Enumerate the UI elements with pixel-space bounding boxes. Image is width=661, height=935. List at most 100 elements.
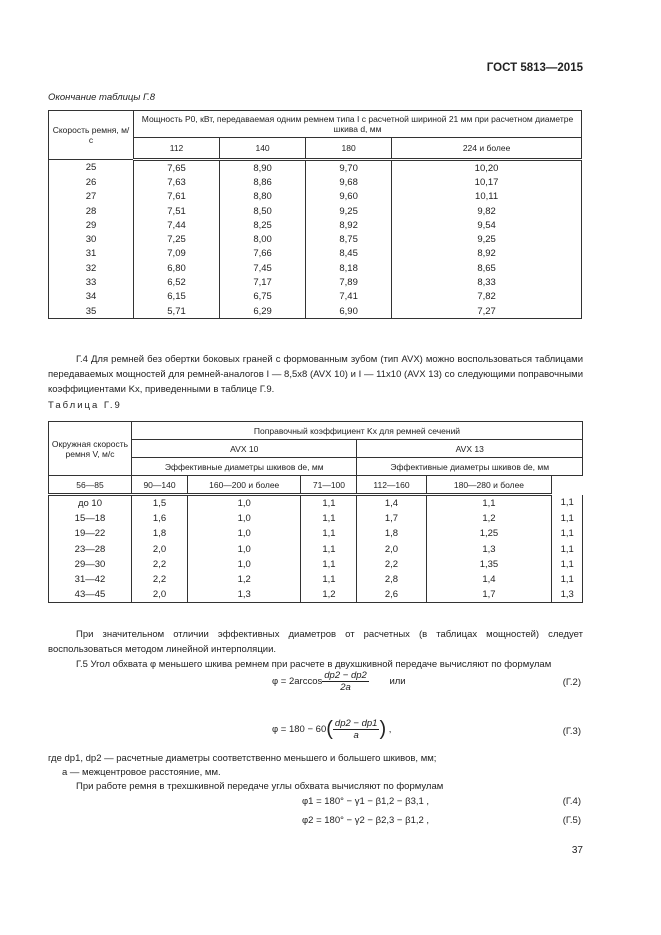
- eq-fraction: dp2 − dp2 2a: [322, 670, 369, 693]
- table-row: 26 7,63 8,86 9,68 10,17: [48, 175, 582, 190]
- table-cell: 7,51: [132, 203, 221, 219]
- table-cell: 7,65: [132, 159, 221, 176]
- table-cell: 5,71: [132, 303, 221, 320]
- table-cell: 9,25: [305, 203, 393, 219]
- eq-lhs: φ = 2arccos: [272, 676, 323, 688]
- equation-g5: φ2 = 180° − γ2 − β2,3 − β1,2 ,: [302, 815, 430, 826]
- col-header: 160—200 и более: [187, 475, 302, 496]
- col-header: 112—160: [356, 475, 427, 496]
- table-cell: 8,33: [391, 275, 582, 290]
- table-cell: 31: [48, 246, 134, 262]
- col-header-speed: Окружная скорость ремня V, м/с: [48, 421, 132, 476]
- table-row: 29—30 2,2 1,0 1,1 2,2 1,35 1,1: [48, 556, 583, 572]
- paragraph-g5: Г.5 Угол обхвата φ меньшего шкива ремнем…: [76, 659, 552, 670]
- table-cell: 1,8: [130, 526, 189, 542]
- eq-denominator: a: [353, 730, 359, 741]
- eq-or: или: [389, 676, 406, 688]
- table-row: 23—28 2,0 1,0 1,1 2,0 1,3 1,1: [48, 541, 583, 557]
- table-cell: 8,25: [219, 218, 307, 233]
- table-cell: 1,25: [425, 526, 553, 542]
- col-header: 180: [305, 137, 393, 161]
- table-cell: 28: [48, 203, 134, 219]
- table-cell: 34: [48, 289, 134, 304]
- table-cell: 9,70: [305, 159, 393, 176]
- col-header: 71—100: [300, 475, 358, 496]
- eq-numerator: dp2 − dp1: [332, 718, 380, 730]
- table-cell: 35: [48, 303, 134, 320]
- table-cell: 1,0: [187, 526, 302, 542]
- table-cell: до 10: [48, 494, 132, 512]
- table-cell: 1,7: [425, 587, 553, 604]
- table-cell: 1,1: [300, 511, 358, 527]
- table-cell: 1,1: [551, 494, 583, 512]
- table-cell: 8,86: [219, 175, 307, 190]
- table-cell: 6,52: [132, 275, 221, 290]
- table-cell: 23—28: [48, 541, 132, 557]
- table-cell: 31—42: [48, 571, 132, 588]
- eq-lhs: φ = 180 − 60: [272, 724, 327, 736]
- equation-g3: φ = 180 − 60(dp2 − dp1 a) ,: [272, 718, 392, 741]
- table-cell: 1,1: [300, 541, 358, 557]
- table-cell: 1,35: [425, 556, 553, 572]
- table-cell: 1,2: [187, 571, 302, 588]
- left-bracket: (: [326, 718, 333, 740]
- col-header-coef: Поправочный коэффициент Kx для ремней се…: [131, 421, 583, 440]
- table-row: 15—18 1,6 1,0 1,1 1,7 1,2 1,1: [48, 511, 583, 527]
- table-cell: 7,09: [132, 246, 221, 262]
- table-row: 30 7,25 8,00 8,75 9,25: [48, 232, 582, 247]
- table-row: 33 6,52 7,17 7,89 8,33: [48, 275, 582, 290]
- table-cell: 1,0: [187, 511, 302, 527]
- equation-g2: φ = 2arccos dp2 − dp2 2a или: [272, 670, 406, 693]
- eq-fraction: dp2 − dp1 a: [332, 718, 380, 741]
- table-cell: 1,1: [300, 526, 358, 542]
- table-cell: 26: [48, 175, 134, 190]
- table-cell: 2,0: [130, 541, 189, 557]
- table-cell: 6,75: [219, 289, 307, 304]
- table-row: 43—45 2,0 1,3 1,2 2,6 1,7 1,3: [48, 587, 583, 604]
- equation-g4: φ1 = 180° − γ1 − β1,2 − β3,1 ,: [302, 796, 430, 807]
- table-cell: 2,2: [130, 571, 189, 588]
- table-cell: 9,82: [391, 203, 582, 219]
- col-header: 180—280 и более: [425, 475, 553, 496]
- eq-denominator: 2a: [340, 682, 351, 693]
- table-cell: 1,2: [300, 587, 358, 604]
- equation-number: (Г.4): [562, 796, 581, 807]
- table-cell: 10,20: [391, 159, 582, 176]
- table-cell: 33: [48, 275, 134, 290]
- table-cell: 1,0: [187, 556, 302, 572]
- paragraph-interpolation: При значительном отличии эффективных диа…: [48, 629, 583, 655]
- table-cell: 9,25: [391, 232, 582, 247]
- table-cell: 7,61: [132, 189, 221, 204]
- table-cell: 1,4: [425, 571, 553, 588]
- table-cell: 43—45: [48, 587, 132, 604]
- table-cell: 8,90: [219, 159, 307, 176]
- table-cell: 1,5: [130, 494, 189, 512]
- table-cell: 1,3: [551, 587, 583, 604]
- section-avx13: AVX 13: [356, 439, 583, 458]
- table-cell: 2,2: [130, 556, 189, 572]
- table-cell: 8,18: [305, 261, 393, 276]
- table-row: 28 7,51 8,50 9,25 9,82: [48, 203, 582, 219]
- table-cell: 1,8: [356, 526, 427, 542]
- table-cell: 1,3: [187, 587, 302, 604]
- table-cell: 7,25: [132, 232, 221, 247]
- table-cell: 1,7: [356, 511, 427, 527]
- table-row: 35 5,71 6,29 6,90 7,27: [48, 303, 582, 320]
- where-a: a — межцентровое расстояние, мм.: [62, 767, 221, 778]
- table-cell: 2,6: [356, 587, 427, 604]
- table-cell: 30: [48, 232, 134, 247]
- equation-number: (Г.5): [562, 815, 581, 826]
- table-cell: 2,0: [130, 587, 189, 604]
- table-cell: 1,6: [130, 511, 189, 527]
- table-label: Таблица Г.9: [48, 400, 122, 411]
- equation-number: (Г.3): [562, 726, 581, 737]
- table-cell: 1,1: [300, 556, 358, 572]
- table-cell: 25: [48, 159, 134, 176]
- table-row: 34 6,15 6,75 7,41 7,82: [48, 289, 582, 304]
- col-header-power: Мощность P0, кВт, передаваемая одним рем…: [133, 110, 582, 138]
- table-cell: 7,82: [391, 289, 582, 304]
- table-cell: 1,0: [187, 541, 302, 557]
- table-cell: 1,1: [300, 494, 358, 512]
- table-row: 31—42 2,2 1,2 1,1 2,8 1,4 1,1: [48, 571, 583, 588]
- table-cell: 8,50: [219, 203, 307, 219]
